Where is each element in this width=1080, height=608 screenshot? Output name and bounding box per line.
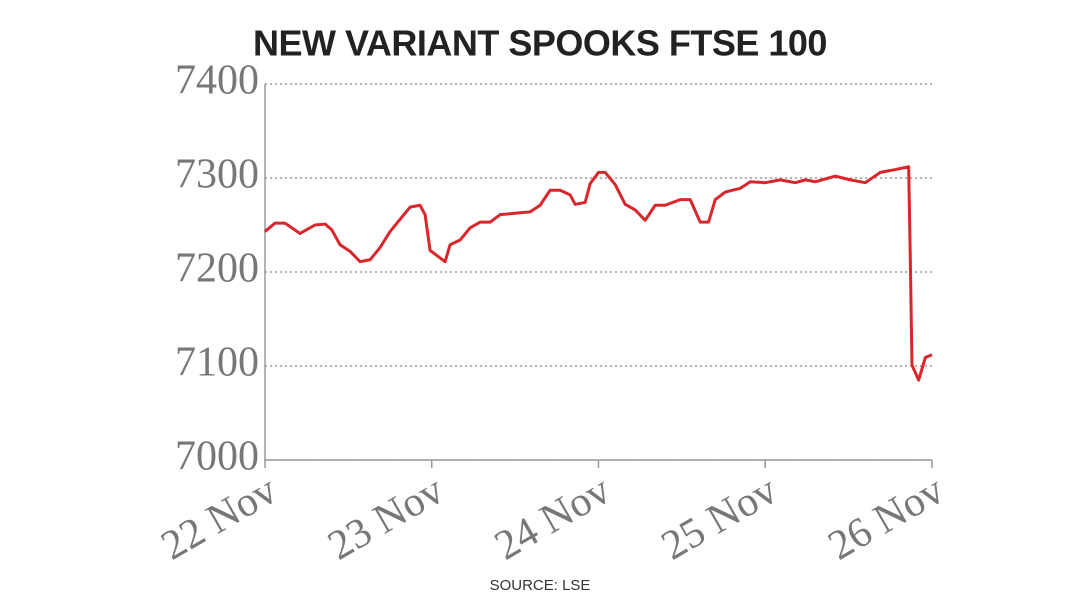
y-tick-label: 7400 (175, 58, 259, 104)
price-line (264, 165, 933, 382)
source: SOURCE: LSE (490, 577, 591, 594)
chart-title: NEW VARIANT SPOOKS FTSE 100 (253, 23, 827, 64)
y-tick-label: 7000 (175, 434, 259, 480)
x-tick-label: 23 Nov (320, 467, 451, 569)
x-tick-label: 26 Nov (821, 467, 952, 569)
x-tick-label: 24 Nov (487, 467, 618, 569)
x-tick-label: 25 Nov (654, 467, 785, 569)
y-tick-label: 7200 (175, 246, 259, 292)
y-tick-label: 7100 (175, 340, 259, 386)
x-tick-label: 22 Nov (154, 467, 285, 569)
y-tick-label: 7300 (175, 152, 259, 198)
